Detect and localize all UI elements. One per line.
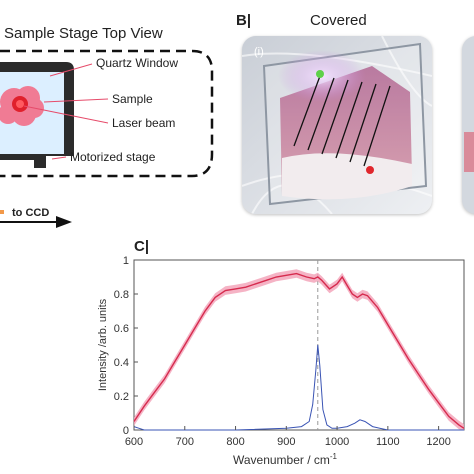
- plot-frame: [133, 259, 465, 431]
- stage-dashed-outline: [0, 49, 214, 178]
- y-tick-label: 1: [123, 255, 129, 267]
- x-tick-label: 1100: [376, 436, 400, 448]
- to-ccd-label: to CCD: [12, 207, 50, 219]
- y-axis-label: Intensity /arb. units: [97, 298, 109, 391]
- spectrum-uncertainty-band: [134, 269, 464, 430]
- x-tick-label: 1000: [325, 436, 349, 448]
- stage-diagram: [0, 49, 214, 178]
- y-tick-label: 0.6: [114, 323, 129, 335]
- x-tick-label: 800: [226, 436, 244, 448]
- label-quartz-window: Quartz Window: [96, 56, 179, 70]
- y-tick-label: 0.4: [114, 357, 129, 369]
- panel-b-title: Covered: [310, 12, 367, 29]
- panel-a-title: Sample Stage Top View: [4, 25, 163, 42]
- adjacent-photo-edge: [462, 36, 474, 214]
- y-tick-label: 0: [123, 425, 129, 437]
- x-tick-label: 900: [277, 436, 295, 448]
- x-tick-label: 600: [125, 436, 143, 448]
- label-motorized-stage: Motorized stage: [70, 150, 156, 164]
- x-axis-label: Wavenumber / cm-1: [233, 452, 338, 467]
- scan-start-dot: [316, 70, 324, 78]
- label-laser-beam: Laser beam: [112, 116, 176, 130]
- label-sample: Sample: [112, 92, 153, 106]
- y-tick-label: 0.2: [114, 391, 129, 403]
- x-tick-label: 700: [176, 436, 194, 448]
- series-line-blue: [133, 344, 464, 431]
- panel-c-letter: C|: [134, 238, 150, 255]
- raster-scan-arrows: [293, 75, 391, 167]
- covered-sample-photo: (i): [242, 36, 432, 214]
- y-tick-label: 0.8: [114, 289, 129, 301]
- scan-end-dot: [366, 166, 374, 174]
- raman-spectrum-chart: 600 700 800 900 1000 1100 1200 0 0.2 0.4 0.6 0.8 1 Wa…: [97, 255, 465, 467]
- panel-b-letter: B|: [236, 12, 252, 29]
- series-line-red: [133, 272, 465, 429]
- x-tick-label: 1200: [426, 436, 450, 448]
- photo-inset-label: (i): [254, 46, 264, 58]
